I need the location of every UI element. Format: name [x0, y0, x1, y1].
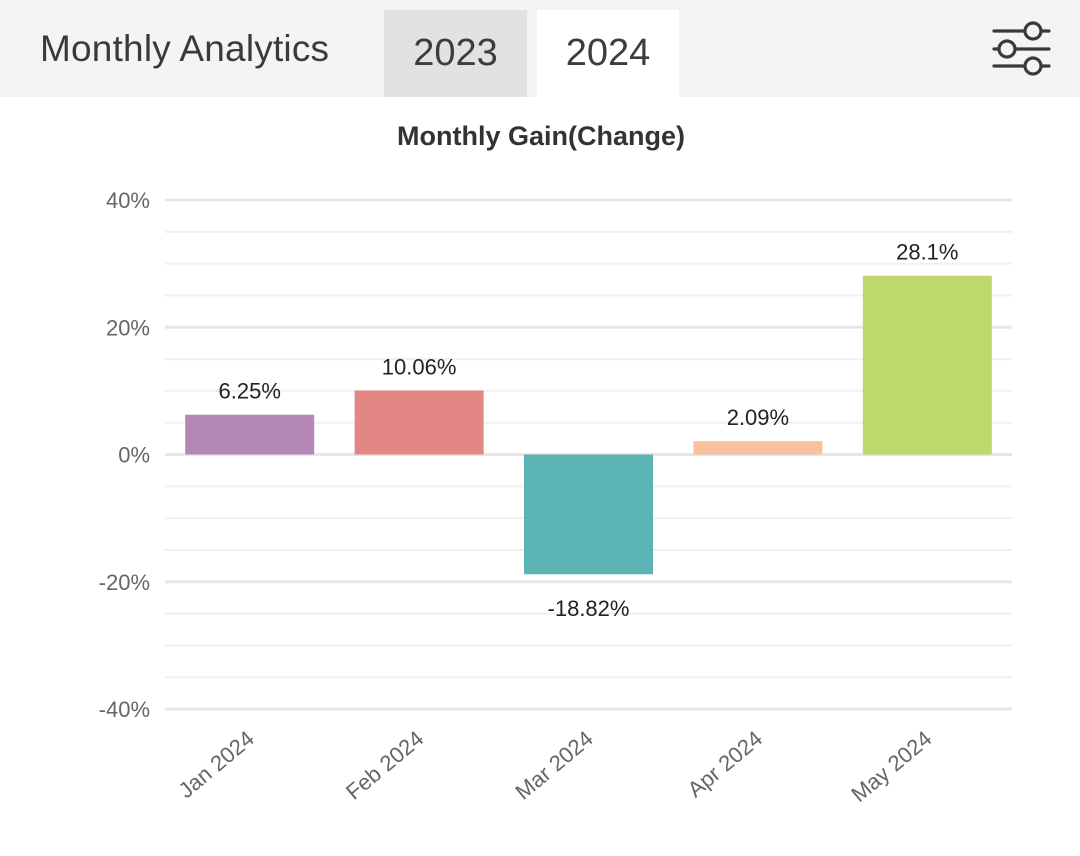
sliders-icon	[992, 21, 1051, 76]
y-tick-label: 40%	[106, 188, 150, 213]
x-tick-label: May 2024	[846, 726, 936, 807]
x-tick-label: Jan 2024	[173, 726, 258, 803]
x-tick-label: Apr 2024	[683, 726, 767, 803]
chart-area: Monthly Gain(Change) 40% 20% 0% -20% -40% 6.25…	[0, 97, 1080, 856]
monthly-gain-chart: Monthly Gain(Change) 40% 20% 0% -20% -40% 6.25…	[99, 121, 1012, 807]
tab-2024-label: 2024	[565, 32, 651, 74]
bar-4	[693, 441, 823, 455]
page-title: Monthly Analytics	[40, 28, 330, 69]
bar-value-label: 28.1%	[896, 240, 958, 265]
y-tick-label: -40%	[99, 697, 150, 722]
tab-2024[interactable]: 2024	[537, 10, 679, 97]
bar-value-label: 10.06%	[382, 354, 457, 379]
tab-2023[interactable]: 2023	[384, 10, 527, 97]
bar-3	[524, 454, 653, 575]
x-tick-label: Feb 2024	[341, 726, 428, 805]
bar-5	[862, 275, 992, 455]
x-tick-label: Mar 2024	[510, 726, 597, 805]
bar-value-label: 2.09%	[727, 405, 789, 430]
filter-button[interactable]	[986, 18, 1056, 80]
bar-1	[185, 414, 315, 455]
chart-title: Monthly Gain(Change)	[397, 121, 685, 151]
bar-value-label: 6.25%	[219, 379, 281, 404]
y-tick-label: -20%	[99, 570, 150, 595]
bar-value-label: -18.82%	[548, 596, 630, 621]
y-tick-label: 20%	[106, 315, 150, 340]
y-tick-label: 0%	[118, 443, 150, 468]
app-header: Monthly Analytics 2023 2024	[0, 0, 1080, 97]
bar-2	[354, 390, 484, 455]
tab-2023-label: 2023	[413, 32, 498, 74]
